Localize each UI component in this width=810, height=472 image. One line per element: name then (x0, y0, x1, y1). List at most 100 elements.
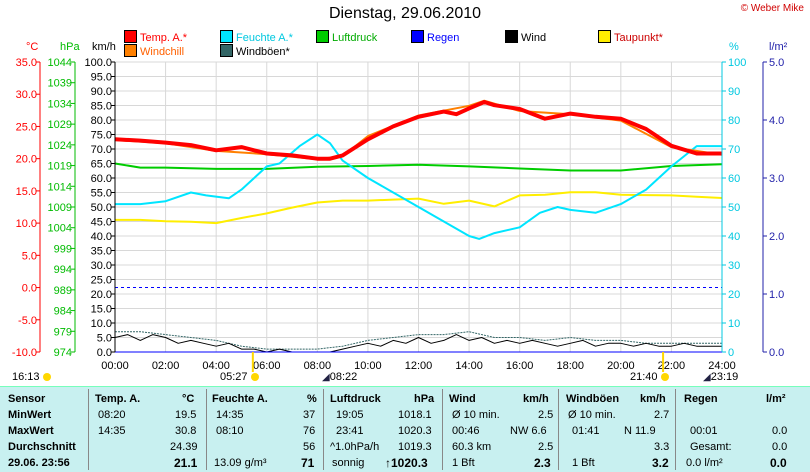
gust-value-3: 3.3 (654, 441, 670, 453)
wind-axis-tick-label: 10.0 (91, 318, 112, 330)
humidity-unit: % (307, 393, 317, 405)
humidity-avg-value: 56 (303, 441, 316, 453)
humidity-absolute: 13.09 g/m³ (214, 457, 267, 469)
wind-max-direction: NW 6.6 (510, 425, 547, 437)
x-tick-label: 12:00 (405, 360, 433, 372)
row-label-avg: Durchschnitt (8, 441, 76, 453)
legend-label: Windböen* (236, 46, 290, 58)
humidity-axis-tick-label: 100 (728, 57, 746, 69)
pressure-axis-tick-label: 1044 (48, 57, 72, 69)
pressure-header: Luftdruck (330, 393, 381, 405)
legend-swatch (220, 44, 233, 57)
wind-axis-tick-label: 40.0 (91, 231, 112, 243)
moonrise-readout: ◢23:19 (703, 371, 739, 383)
humidity-unit-label: % (729, 41, 739, 53)
sunset-icon (660, 373, 669, 381)
temp-axis-tick-label: -10.0 (12, 347, 37, 359)
temp-axis-tick-label: 35.0 (16, 57, 37, 69)
humidity-axis-tick-label: 80 (728, 115, 740, 127)
wind-axis-tick-label: 65.0 (91, 159, 112, 171)
x-tick-label: 18:00 (556, 360, 584, 372)
pressure-axis-tick-label: 1024 (48, 140, 72, 152)
rain-unit-label: l/m² (769, 41, 788, 53)
wind-unit: km/h (523, 393, 549, 405)
wind-avg-value: 2.5 (538, 409, 554, 421)
chart-series (114, 99, 723, 353)
temp-unit-label: °C (26, 41, 38, 53)
wind-current-value: 2.3 (534, 456, 551, 470)
temp-axis-tick-label: -5.0 (18, 315, 37, 327)
legend-item: Feuchte A.* (220, 30, 293, 44)
legend-label: Temp. A.* (140, 32, 188, 44)
humidity-header: Feuchte A. (212, 393, 268, 405)
gust-current-value: 3.2 (652, 456, 669, 470)
legend-label: Taupunkt* (614, 32, 663, 44)
wind-axis-tick-label: 85.0 (91, 101, 112, 113)
wind-unit-label: km/h (92, 41, 116, 53)
wind-axis-tick-label: 55.0 (91, 188, 112, 200)
humidity-axis-tick-label: 50 (728, 202, 740, 214)
temp-header: Temp. A. (95, 393, 141, 405)
wind-axis-tick-label: 60.0 (91, 173, 112, 185)
legend-item: Temp. A.* (124, 30, 187, 44)
chart-title: Dienstag, 29.06.2010 (328, 5, 482, 22)
rain-axis-tick-label: 1.0 (769, 289, 784, 301)
legend-item: Taupunkt* (598, 30, 663, 44)
pressure-min-time: 19:05 (336, 409, 364, 421)
chart-grid (114, 61, 723, 353)
pressure-min-value: 1018.1 (398, 409, 432, 421)
legend-item: Wind (505, 30, 546, 44)
pressure-axis-tick-label: 1009 (48, 202, 72, 214)
x-tick-label: 04:00 (202, 360, 230, 372)
pressure-current-value: ↑1020.3 (385, 456, 428, 470)
wind-axis-tick-label: 75.0 (91, 130, 112, 142)
wind-header: Wind (449, 393, 476, 405)
legend-label: Luftdruck (332, 32, 378, 44)
pressure-axis-tick-label: 989 (54, 285, 72, 297)
gust-unit: km/h (640, 393, 666, 405)
pressure-axis-tick-label: 974 (54, 347, 72, 359)
humidity-axis-tick-label: 20 (728, 289, 740, 301)
legend-label: Wind (521, 32, 547, 44)
wind-axis-tick-label: 35.0 (91, 246, 112, 258)
pressure-axis-tick-label: 984 (54, 306, 72, 318)
pressure-axis-tick-label: 979 (54, 326, 72, 338)
x-tick-label: 22:00 (658, 360, 686, 372)
rain-axis-tick-label: 2.0 (769, 231, 784, 243)
x-tick-label: 02:00 (152, 360, 180, 372)
pressure-axis-tick-label: 1034 (48, 98, 72, 110)
row-label-max: MaxWert (8, 425, 54, 437)
legend-item: Windchill (124, 44, 184, 58)
wind-axis-tick-label: 90.0 (91, 86, 112, 98)
rain-unit: l/m² (766, 393, 786, 405)
sunrise-icon (250, 373, 259, 381)
temp-axis-tick-label: 5.0 (22, 250, 37, 262)
wind-axis-tick-label: 80.0 (91, 115, 112, 127)
temp-axis-tick-label: 15.0 (16, 186, 37, 198)
rain-axis-tick-label: 0.0 (769, 347, 784, 359)
pressure-axis-tick-label: 1039 (48, 78, 72, 90)
wind-axis-tick-label: 20.0 (91, 289, 112, 301)
x-tick-label: 14:00 (455, 360, 483, 372)
gust-avg-value: 2.7 (654, 409, 670, 421)
rain-time: 00:01 (690, 425, 718, 437)
temp-axis-tick-label: 20.0 (16, 154, 37, 166)
humidity-axis-tick-label: 60 (728, 173, 740, 185)
legend-label: Regen (427, 32, 460, 44)
series-line-feuchte-a- (115, 133, 722, 240)
temp-current-value: 21.1 (174, 456, 198, 470)
series-line-luftdruck (114, 162, 723, 172)
temp-min-value: 19.5 (175, 409, 197, 421)
copyright: © Weber Mike (740, 3, 804, 14)
humidity-axis-tick-label: 0 (728, 347, 734, 359)
wind-axis-tick-label: 15.0 (91, 304, 112, 316)
x-tick-label: 20:00 (607, 360, 635, 372)
wind-avg-label: Ø 10 min. (452, 409, 500, 421)
temp-max-value: 30.8 (175, 425, 197, 437)
rain-current-value: 0.0 (770, 456, 787, 470)
legend-swatch (316, 30, 329, 43)
series-line-taupunkt- (115, 191, 723, 225)
pressure-axis-tick-label: 1014 (48, 181, 72, 193)
rain-total-value: 0.0 (772, 441, 788, 453)
rain-axis-tick-label: 3.0 (769, 173, 784, 185)
